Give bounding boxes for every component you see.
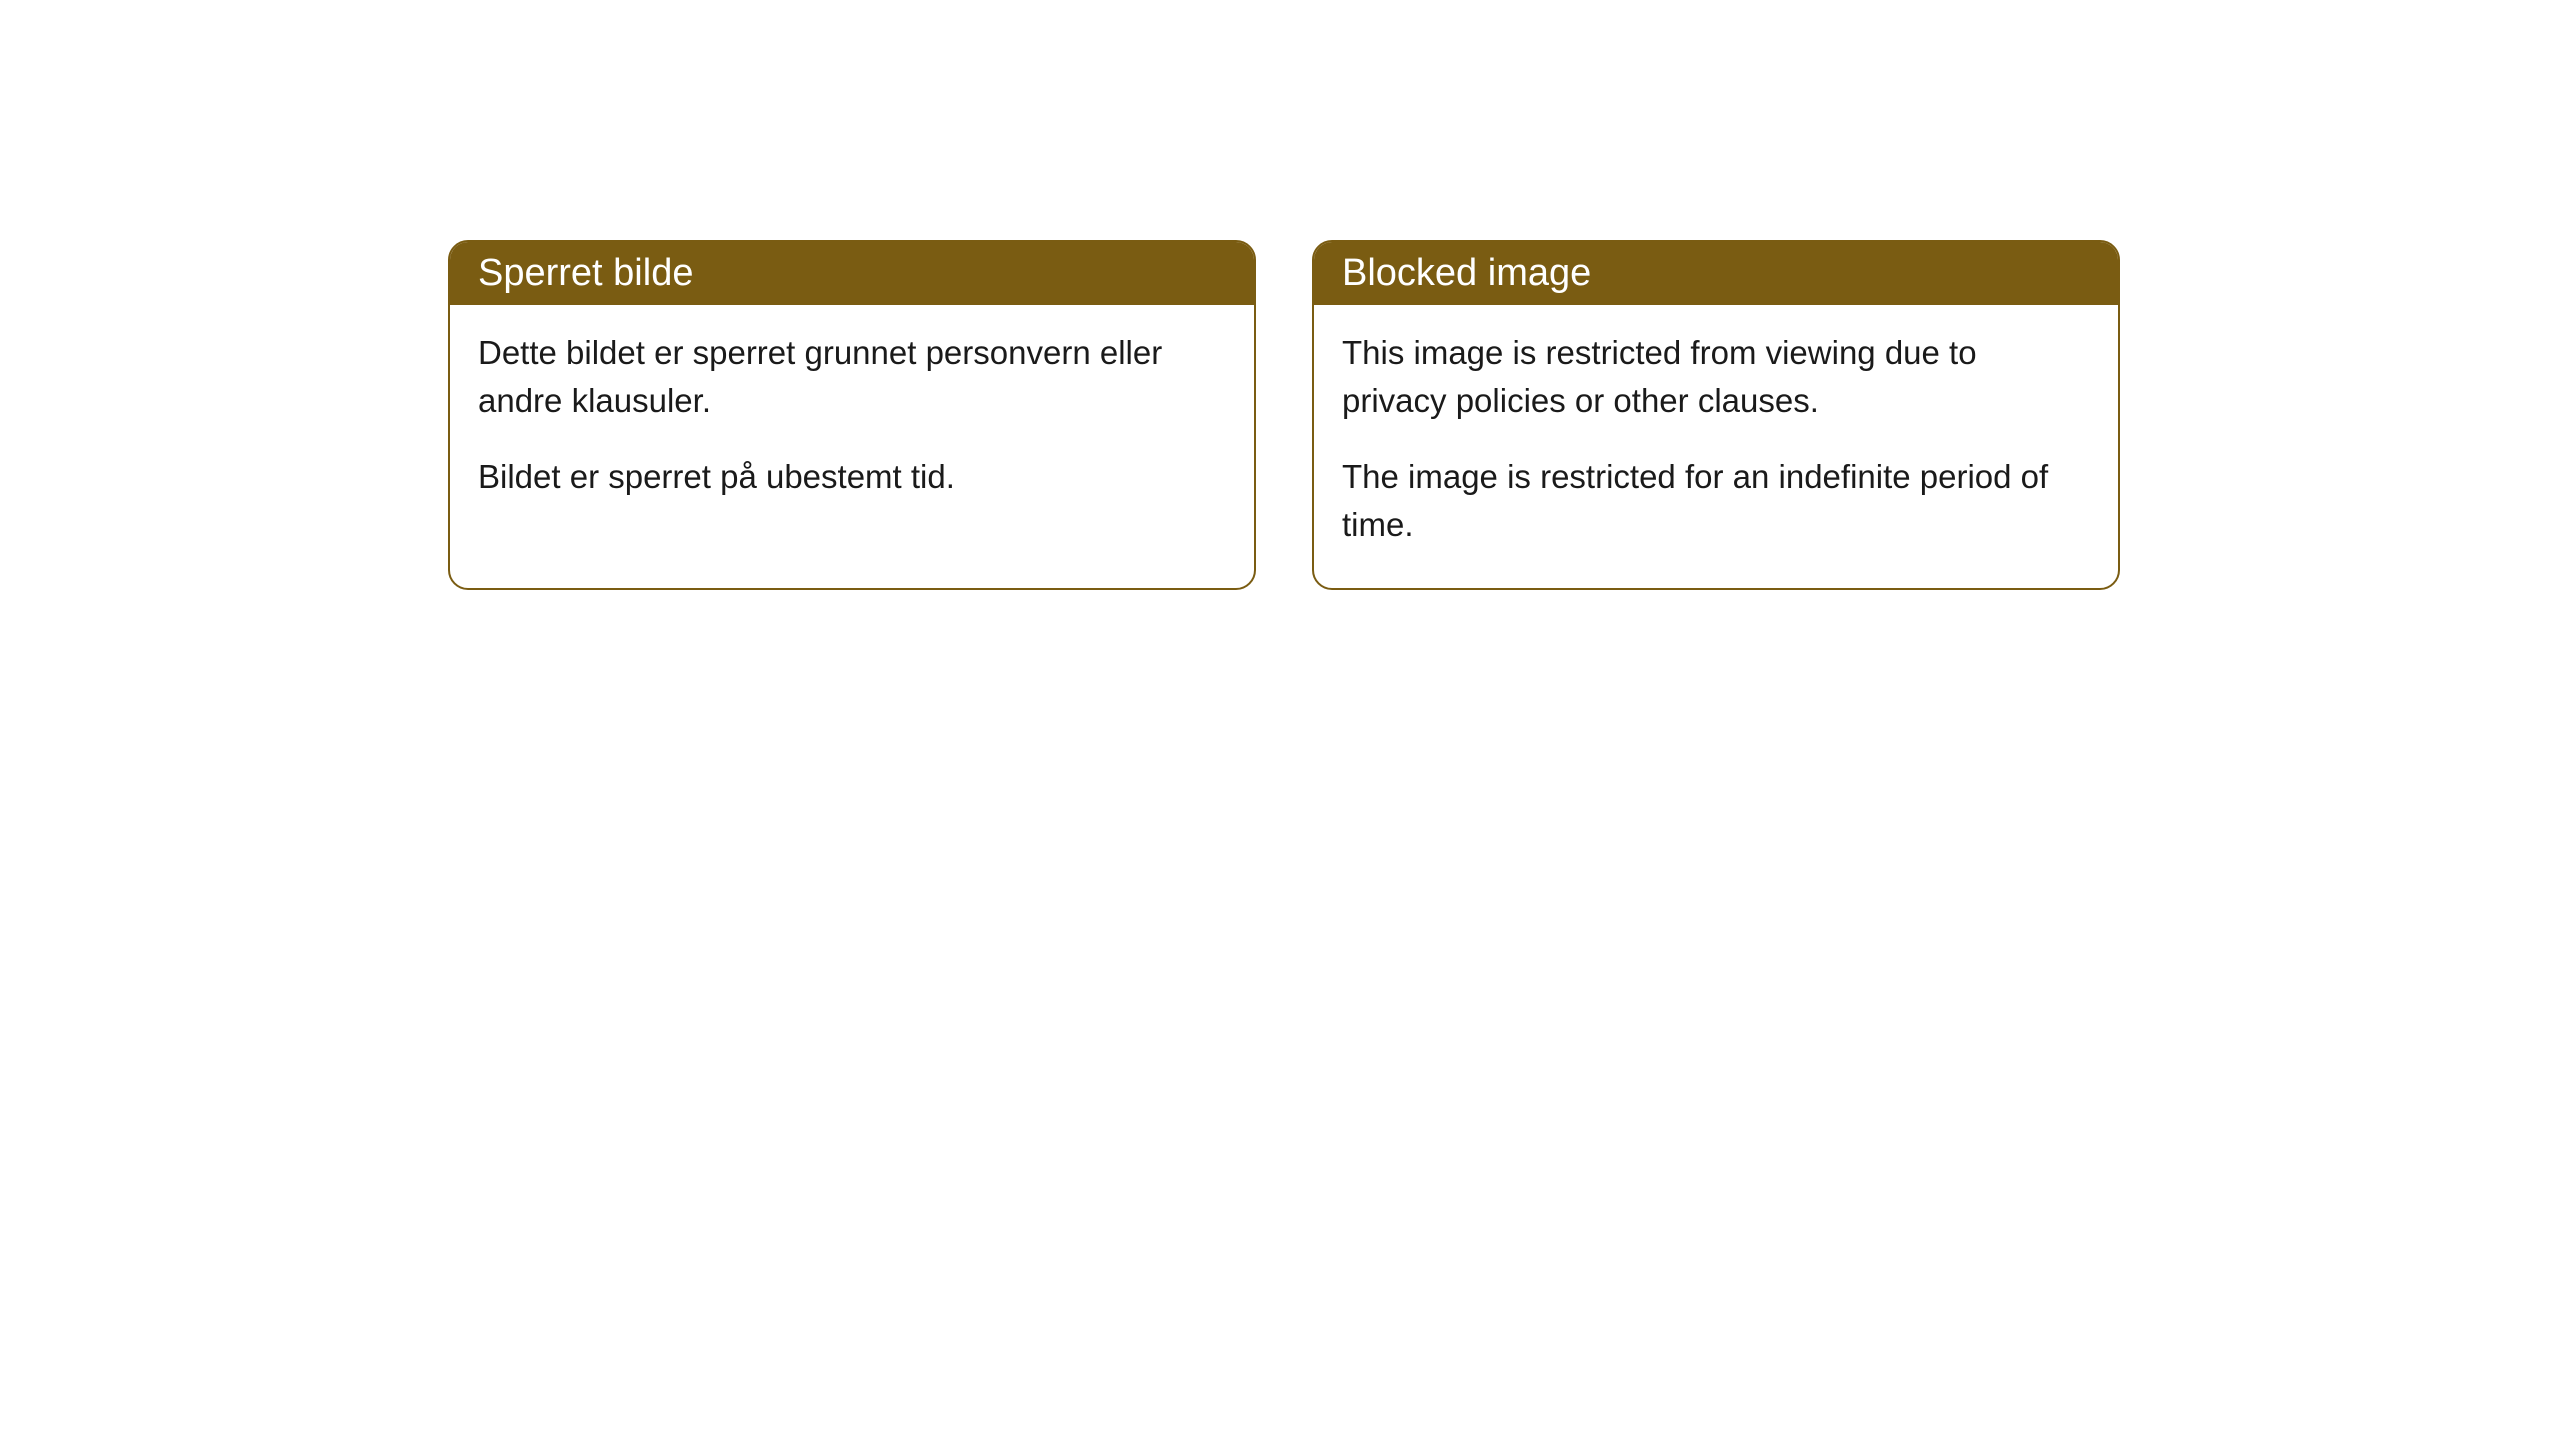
- card-paragraph: Dette bildet er sperret grunnet personve…: [478, 329, 1226, 425]
- card-paragraph: Bildet er sperret på ubestemt tid.: [478, 453, 1226, 501]
- card-body-no: Dette bildet er sperret grunnet personve…: [450, 305, 1254, 541]
- card-paragraph: The image is restricted for an indefinit…: [1342, 453, 2090, 549]
- card-header-en: Blocked image: [1314, 242, 2118, 305]
- blocked-image-card-en: Blocked image This image is restricted f…: [1312, 240, 2120, 590]
- card-body-en: This image is restricted from viewing du…: [1314, 305, 2118, 588]
- card-paragraph: This image is restricted from viewing du…: [1342, 329, 2090, 425]
- blocked-image-card-no: Sperret bilde Dette bildet er sperret gr…: [448, 240, 1256, 590]
- cards-container: Sperret bilde Dette bildet er sperret gr…: [0, 0, 2560, 590]
- card-header-no: Sperret bilde: [450, 242, 1254, 305]
